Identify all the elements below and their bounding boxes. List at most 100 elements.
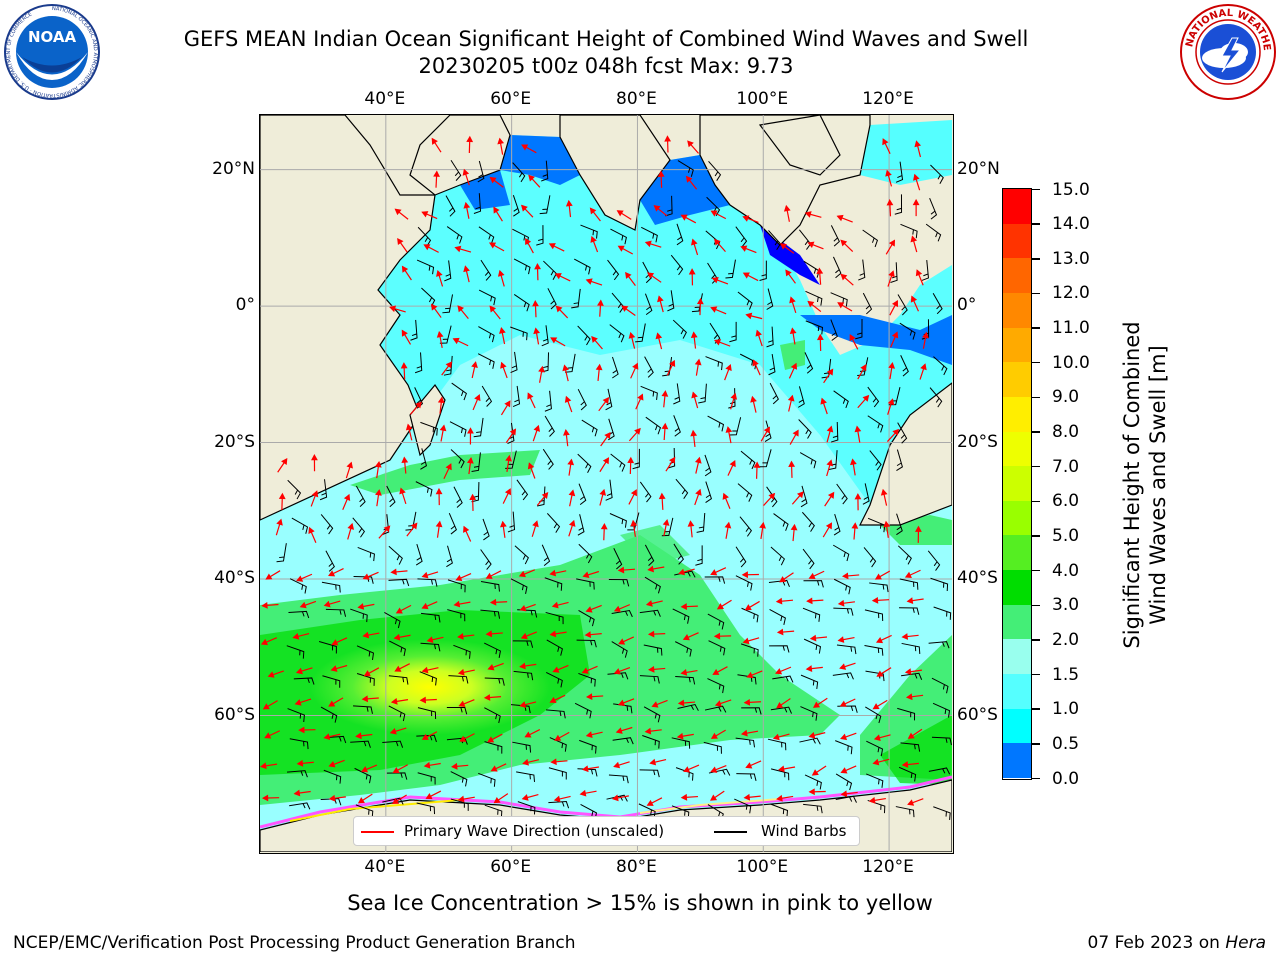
wave-direction-arrowhead [759, 521, 766, 529]
colorbar-tick-label: 1.0 [1052, 699, 1080, 720]
wave-direction-arrowhead [445, 361, 453, 369]
wave-direction-arrowhead [753, 461, 761, 468]
wave-direction-arrowhead [474, 394, 481, 402]
colorbar-segment [1003, 604, 1031, 640]
wave-direction-arrowhead [425, 793, 433, 800]
wave-direction-arrowhead [892, 428, 900, 436]
wind-barb [639, 609, 661, 617]
wind-barb [803, 638, 822, 654]
wave-direction-arrowhead [549, 696, 557, 704]
colorbar-tick-label: 12.0 [1052, 283, 1090, 304]
wave-direction-arrowhead [524, 731, 532, 738]
wave-direction-arrowhead [788, 460, 796, 467]
wave-direction-arrowhead [457, 305, 465, 313]
wave-direction-arrowhead [711, 276, 719, 284]
wind-barb [901, 672, 923, 680]
wind-barb [416, 734, 437, 743]
colorbar-label-line2: Wind Waves and Swell [m] [1146, 345, 1170, 625]
wave-direction-arrowhead [874, 573, 882, 580]
wave-direction-arrowhead [901, 761, 909, 768]
wave-direction-arrowhead [433, 170, 440, 177]
colorbar-tick-label: 7.0 [1052, 456, 1080, 477]
wind-barb [770, 803, 789, 818]
wind-barb [611, 641, 628, 658]
lat-tick-label-left: 20°S [214, 431, 255, 452]
footer-credit: NCEP/EMC/Verification Post Processing Pr… [13, 933, 576, 953]
wind-barb [484, 741, 503, 754]
wind-barb [705, 481, 713, 503]
wind-barb [734, 798, 752, 814]
colorbar-tick-mark [1032, 188, 1040, 191]
wave-direction-arrowhead [787, 394, 795, 402]
wind-barb [325, 735, 347, 744]
wave-direction-arrowhead [276, 518, 283, 526]
wind-barb [639, 769, 660, 778]
wind-barb [289, 802, 311, 810]
wind-barb [643, 644, 663, 656]
wind-barb [737, 483, 753, 502]
wave-direction-arrowhead [710, 766, 718, 773]
wind-barb [516, 479, 529, 501]
wind-barb [640, 385, 658, 401]
wind-barb [799, 229, 812, 250]
wind-barb [607, 259, 620, 281]
wave-direction-arrowhead [500, 520, 507, 528]
wind-barb [740, 450, 756, 470]
wind-barb [388, 675, 409, 685]
colorbar-segment [1003, 396, 1031, 433]
wave-direction-arrowhead [872, 758, 880, 766]
wind-barb [896, 513, 903, 536]
wave-direction-arrowhead [521, 144, 529, 151]
wind-barb [320, 514, 334, 535]
wave-direction-arrowhead [904, 668, 912, 676]
wave-direction-arrowhead [714, 700, 722, 707]
wave-direction-arrowhead [850, 458, 857, 466]
wind-barb [417, 772, 436, 785]
wind-barb [830, 225, 840, 247]
wave-direction-arrowhead [548, 243, 556, 250]
wind-barb [798, 419, 812, 439]
wind-barbs [276, 159, 952, 821]
wind-barb [672, 608, 690, 624]
wave-direction-arrowhead [886, 199, 894, 206]
wave-direction-arrowhead [680, 793, 688, 801]
wave-direction-arrowhead [907, 732, 915, 739]
wave-direction-arrowhead [691, 238, 698, 246]
wave-direction-arrowhead [840, 767, 848, 774]
wave-direction-arrowhead [463, 201, 471, 209]
colorbar-segment [1003, 431, 1031, 467]
wave-direction-arrowhead [826, 368, 834, 376]
wind-barb [928, 641, 950, 649]
lon-tick-label-top: 60°E [490, 89, 532, 109]
wind-barb [325, 608, 347, 617]
wave-direction-arrowhead [882, 138, 889, 146]
wave-direction-arrowhead [816, 267, 824, 274]
wind-barb [477, 353, 495, 369]
wind-barb [708, 161, 722, 181]
wave-direction-arrowhead [435, 520, 443, 528]
wave-direction-arrowhead [264, 732, 272, 739]
wave-direction-arrowhead [599, 488, 607, 496]
chart-subtitle-run: 20230205 t00z 048h fcst Max: 9.73 [418, 54, 794, 78]
colorbar-tick-label: 1.5 [1052, 664, 1080, 685]
noaa-logo: NOAA NATIONAL OCEANIC AND ATMOSPHERIC AD… [2, 2, 102, 102]
wind-barb [293, 677, 315, 685]
wind-barb [388, 545, 403, 565]
wind-barb [514, 545, 529, 565]
wave-direction-arrowhead [742, 637, 750, 645]
wave-direction-arrowhead [839, 700, 847, 707]
wind-barb [416, 802, 436, 815]
wind-barb [613, 548, 623, 570]
wind-barb [764, 420, 772, 443]
colorbar-segment [1003, 258, 1031, 294]
wave-direction-arrowhead [445, 463, 452, 471]
wind-barb [821, 358, 832, 379]
wind-barb [644, 356, 654, 378]
wave-direction-arrowhead [401, 456, 409, 463]
wave-direction-arrowhead [617, 245, 625, 252]
wind-barb [574, 702, 592, 719]
colorbar-segment [1003, 466, 1031, 502]
wind-barb [450, 798, 469, 811]
wind-barb [862, 483, 870, 505]
wave-direction-arrowhead [292, 633, 300, 640]
